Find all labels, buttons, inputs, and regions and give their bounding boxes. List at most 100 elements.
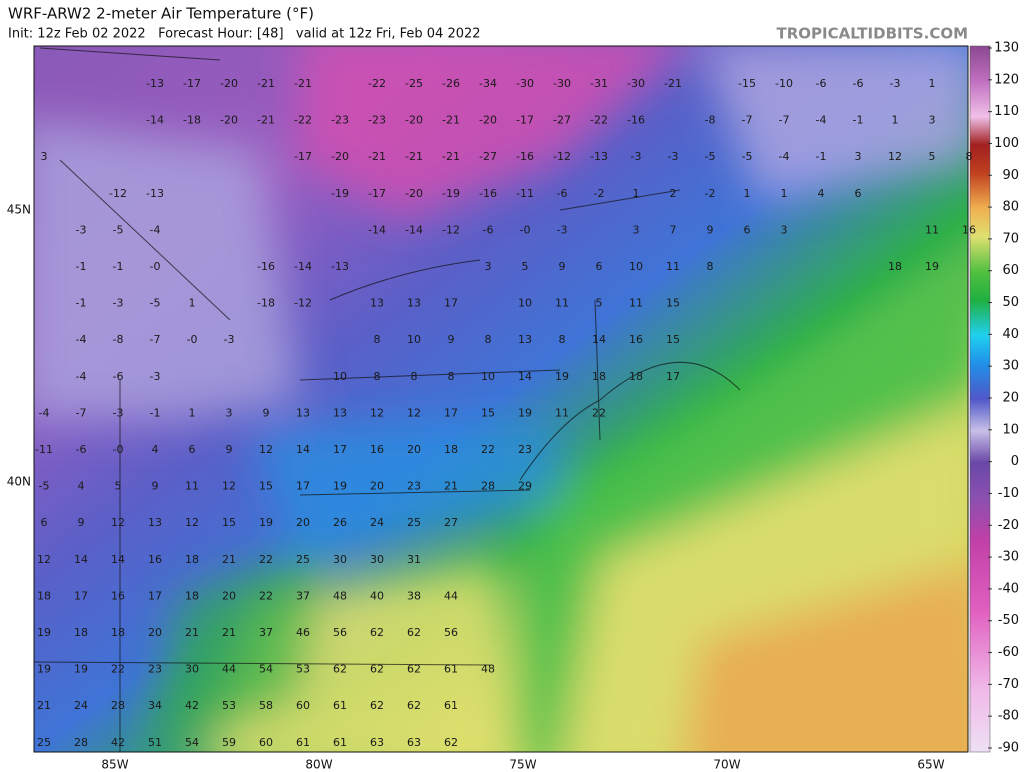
station-temperature: 8	[374, 370, 381, 383]
station-temperature: 5	[596, 297, 603, 310]
watermark: TROPICALTIDBITS.COM	[777, 25, 969, 43]
station-temperature: 19	[925, 260, 939, 273]
station-temperature: -14	[405, 223, 423, 236]
station-temperature: 48	[481, 663, 495, 676]
station-temperature: -22	[590, 114, 608, 127]
station-temperature: 21	[222, 553, 236, 566]
station-temperature: 12	[259, 443, 273, 456]
colorbar-label: -10	[998, 486, 1019, 501]
station-temperature: 54	[185, 736, 199, 749]
station-temperature: 59	[222, 736, 236, 749]
station-temperature: -0	[150, 260, 161, 273]
station-temperature: -27	[479, 150, 497, 163]
station-temperature: -2	[594, 187, 605, 200]
station-temperature: 20	[407, 443, 421, 456]
station-temperature: 17	[148, 589, 162, 602]
station-temperature: 19	[74, 663, 88, 676]
station-temperature: 62	[407, 663, 421, 676]
station-temperature: -21	[442, 114, 460, 127]
station-temperature: 34	[148, 699, 162, 712]
station-temperature: 11	[925, 223, 939, 236]
station-temperature: 23	[407, 480, 421, 493]
station-temperature: -12	[294, 297, 312, 310]
latitude-label: 45N	[7, 203, 31, 217]
station-temperature: -30	[516, 77, 534, 90]
station-temperature: 16	[148, 553, 162, 566]
station-temperature: -21	[257, 77, 275, 90]
station-temperature: 17	[296, 480, 310, 493]
station-temperature: 19	[333, 480, 347, 493]
colorbar-label: -20	[998, 518, 1019, 533]
station-temperature: 8	[485, 333, 492, 346]
station-temperature: -21	[257, 114, 275, 127]
station-temperature: -30	[553, 77, 571, 90]
station-temperature: 9	[226, 443, 233, 456]
station-temperature: 3	[41, 150, 48, 163]
station-temperature: 24	[74, 699, 88, 712]
station-temperature: 22	[259, 589, 273, 602]
station-temperature: -3	[113, 406, 124, 419]
station-temperature: 18	[888, 260, 902, 273]
station-temperature: -12	[109, 187, 127, 200]
station-temperature: 23	[148, 663, 162, 676]
station-temperature: -4	[779, 150, 790, 163]
station-temperature: 1	[633, 187, 640, 200]
station-temperature: 28	[74, 736, 88, 749]
station-temperature: -1	[113, 260, 124, 273]
station-temperature: -17	[183, 77, 201, 90]
station-temperature: -14	[146, 114, 164, 127]
station-temperature: 14	[74, 553, 88, 566]
station-temperature: -17	[294, 150, 312, 163]
station-temperature: -13	[146, 187, 164, 200]
station-temperature: 6	[189, 443, 196, 456]
station-temperature: -12	[553, 150, 571, 163]
station-temperature: 2	[670, 187, 677, 200]
station-temperature: -21	[294, 77, 312, 90]
station-temperature: -30	[627, 77, 645, 90]
station-temperature: 13	[370, 297, 384, 310]
colorbar-label: 120	[994, 72, 1019, 87]
station-temperature: 6	[41, 516, 48, 529]
station-temperature: -16	[479, 187, 497, 200]
station-temperature: 16	[370, 443, 384, 456]
colorbar-label: -70	[998, 677, 1019, 692]
station-temperature: -14	[368, 223, 386, 236]
colorbar-label: 10	[1002, 422, 1019, 437]
station-temperature: 22	[259, 553, 273, 566]
station-temperature: -6	[816, 77, 827, 90]
station-temperature: -20	[220, 77, 238, 90]
station-temperature: 12	[111, 516, 125, 529]
station-temperature: -19	[331, 187, 349, 200]
station-temperature: -1	[816, 150, 827, 163]
station-temperature: -1	[853, 114, 864, 127]
station-temperature: -20	[220, 114, 238, 127]
station-temperature: -0	[520, 223, 531, 236]
station-temperature: 18	[444, 443, 458, 456]
station-temperature: -6	[557, 187, 568, 200]
station-temperature: 8	[707, 260, 714, 273]
station-temperature: -21	[368, 150, 386, 163]
colorbar-label: 80	[1002, 200, 1019, 215]
station-temperature: 56	[444, 626, 458, 639]
station-temperature: -13	[146, 77, 164, 90]
station-temperature: 19	[37, 626, 51, 639]
station-temperature: -23	[331, 114, 349, 127]
colorbar-label: 0	[1011, 454, 1019, 469]
station-temperature: 11	[629, 297, 643, 310]
station-temperature: 12	[407, 406, 421, 419]
station-temperature: 3	[485, 260, 492, 273]
station-temperature: 12	[370, 406, 384, 419]
station-temperature: -17	[516, 114, 534, 127]
station-temperature: 21	[444, 480, 458, 493]
station-temperature: 63	[370, 736, 384, 749]
colorbar-label: -90	[998, 741, 1019, 756]
station-temperature: 25	[407, 516, 421, 529]
station-temperature: 9	[263, 406, 270, 419]
station-temperature: 63	[407, 736, 421, 749]
station-temperature: 40	[370, 589, 384, 602]
station-temperature: 10	[333, 370, 347, 383]
station-temperature: 18	[185, 553, 199, 566]
station-temperature: -7	[76, 406, 87, 419]
station-temperature: -1	[76, 297, 87, 310]
